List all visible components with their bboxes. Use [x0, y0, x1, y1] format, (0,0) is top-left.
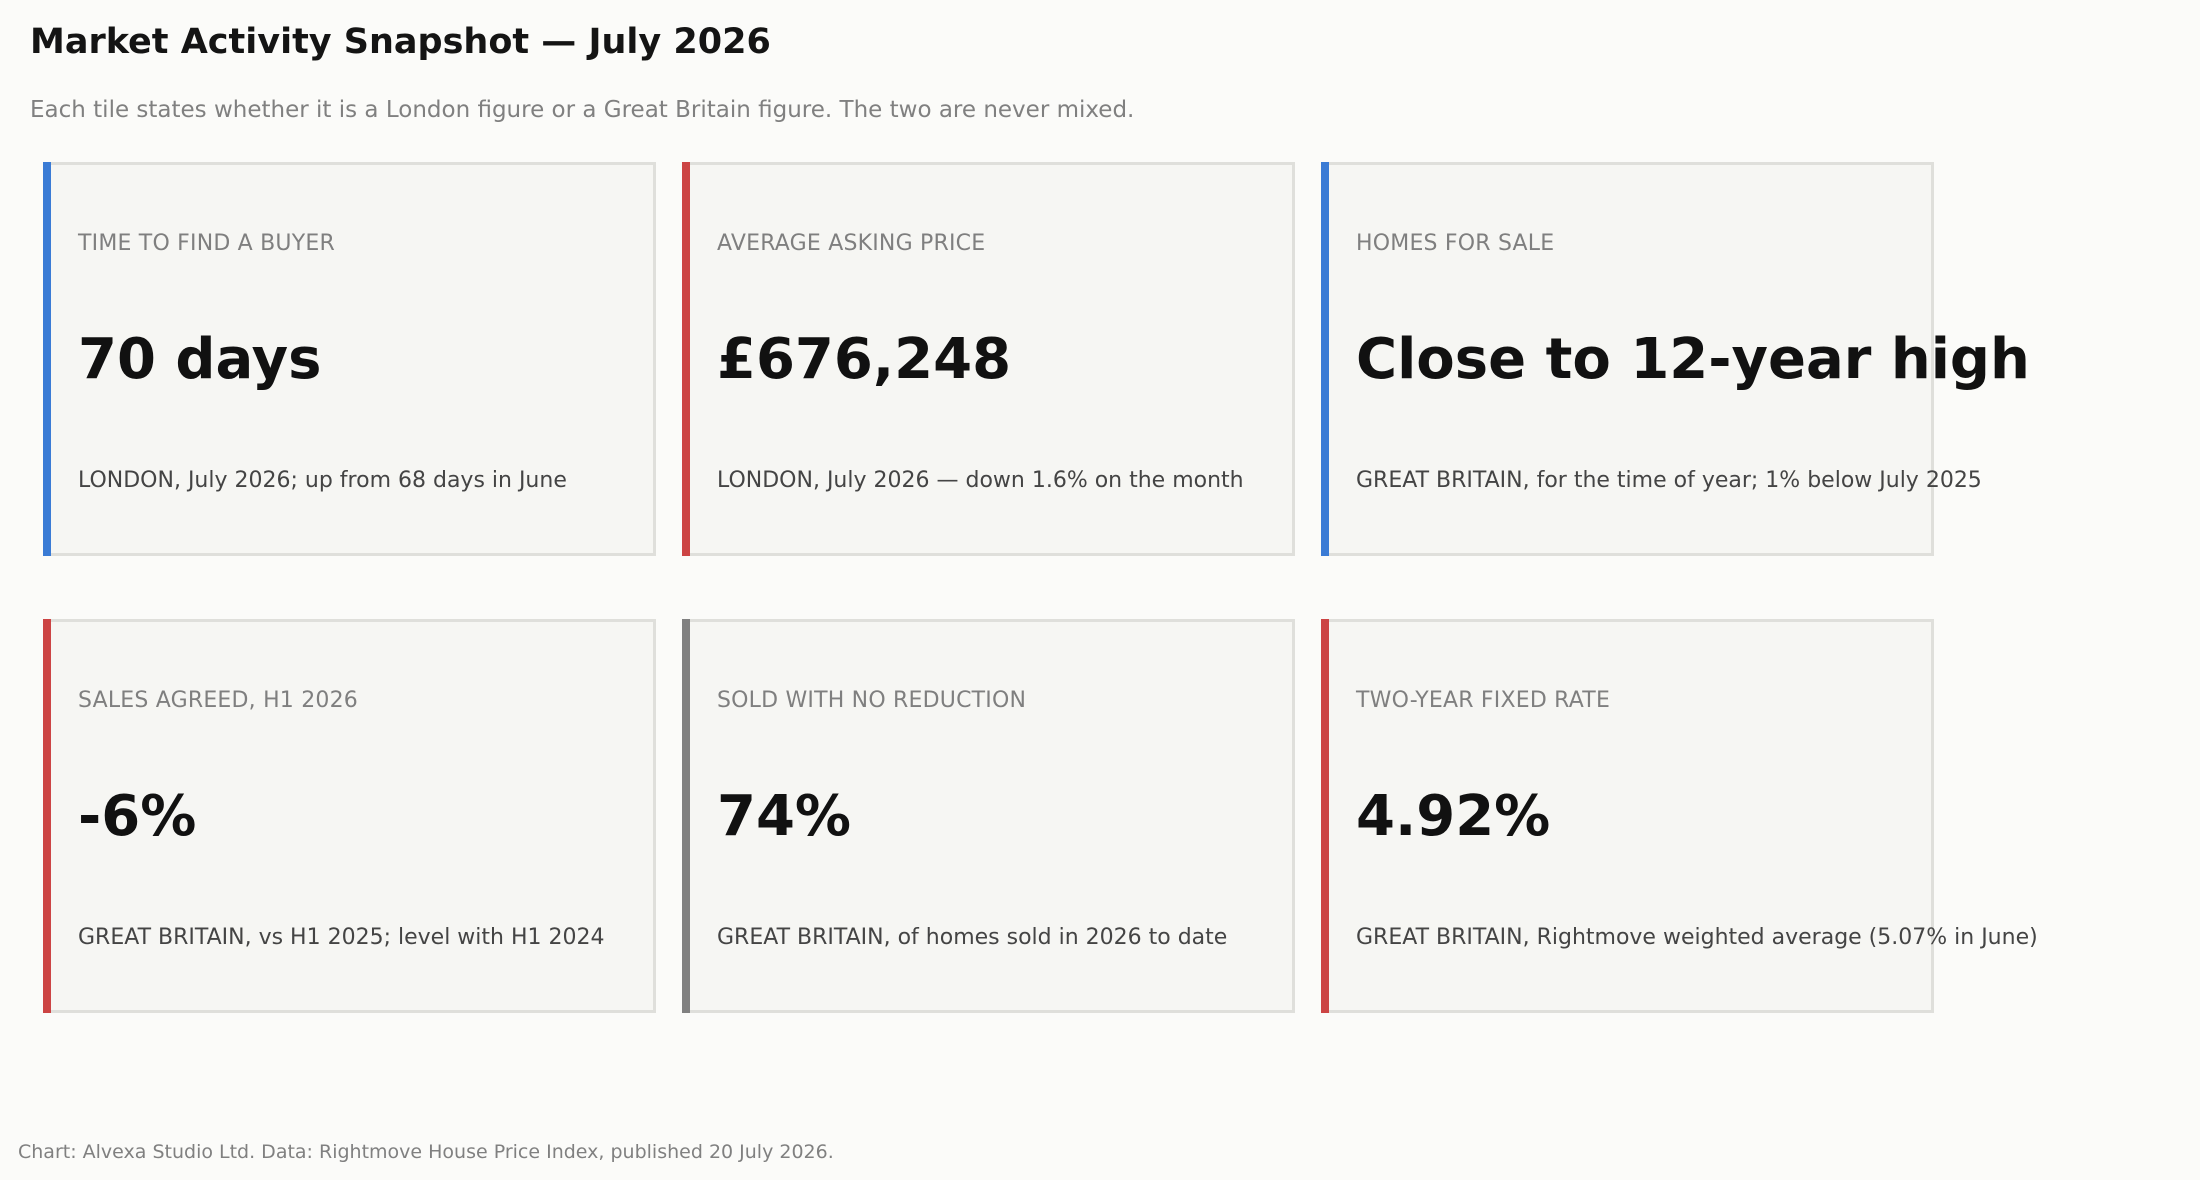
- tile-accent-bar: [682, 162, 690, 556]
- page-subtitle: Each tile states whether it is a London …: [30, 97, 1135, 123]
- tile-label: HOMES FOR SALE: [1356, 231, 1555, 256]
- tile-value: 70 days: [78, 327, 322, 392]
- tile-sales-agreed: SALES AGREED, H1 2026 -6% GREAT BRITAIN,…: [43, 619, 656, 1013]
- tile-note: LONDON, July 2026 — down 1.6% on the mon…: [717, 468, 1244, 493]
- tile-homes-for-sale: HOMES FOR SALE Close to 12-year high GRE…: [1321, 162, 2030, 556]
- page-title: Market Activity Snapshot — July 2026: [30, 22, 771, 62]
- tile-accent-bar: [1321, 162, 1329, 556]
- tile-note: GREAT BRITAIN, Rightmove weighted averag…: [1356, 925, 2038, 950]
- tile-note: GREAT BRITAIN, of homes sold in 2026 to …: [717, 925, 1228, 950]
- tile-value: 4.92%: [1356, 784, 1551, 849]
- tile-value: -6%: [78, 784, 197, 849]
- tile-label: TWO-YEAR FIXED RATE: [1356, 688, 1611, 713]
- tile-label: SALES AGREED, H1 2026: [78, 688, 358, 713]
- source-note: Chart: Alvexa Studio Ltd. Data: Rightmov…: [18, 1141, 834, 1163]
- tile-label: TIME TO FIND A BUYER: [78, 231, 335, 256]
- tile-time-to-find-buyer: TIME TO FIND A BUYER 70 days LONDON, Jul…: [43, 162, 656, 556]
- tile-value: Close to 12-year high: [1356, 327, 2030, 392]
- tile-two-year-fixed-rate: TWO-YEAR FIXED RATE 4.92% GREAT BRITAIN,…: [1321, 619, 2038, 1013]
- tile-sold-with-no-reduction: SOLD WITH NO REDUCTION 74% GREAT BRITAIN…: [682, 619, 1295, 1013]
- tile-accent-bar: [1321, 619, 1329, 1013]
- tile-accent-bar: [43, 162, 51, 556]
- tile-accent-bar: [43, 619, 51, 1013]
- tile-note: GREAT BRITAIN, vs H1 2025; level with H1…: [78, 925, 605, 950]
- tile-accent-bar: [682, 619, 690, 1013]
- tile-note: LONDON, July 2026; up from 68 days in Ju…: [78, 468, 567, 493]
- tile-label: SOLD WITH NO REDUCTION: [717, 688, 1027, 713]
- tile-note: GREAT BRITAIN, for the time of year; 1% …: [1356, 468, 1982, 493]
- tile-value: £676,248: [717, 327, 1012, 392]
- tile-label: AVERAGE ASKING PRICE: [717, 231, 986, 256]
- tile-value: 74%: [717, 784, 852, 849]
- tile-average-asking-price: AVERAGE ASKING PRICE £676,248 LONDON, Ju…: [682, 162, 1295, 556]
